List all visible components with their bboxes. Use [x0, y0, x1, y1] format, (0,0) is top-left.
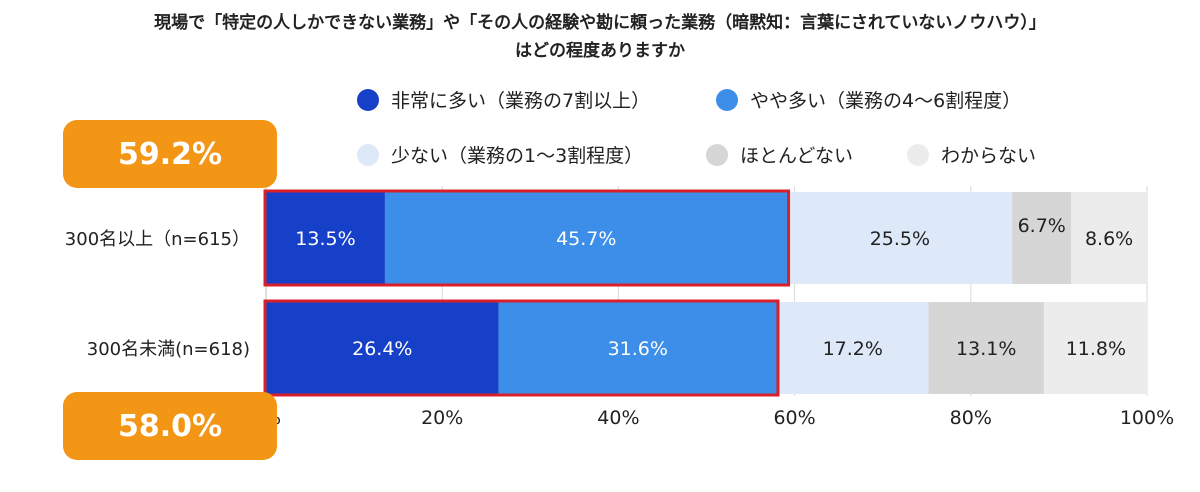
- x-tick-label: 100%: [1120, 407, 1174, 429]
- callout-large-companies-total: 59.2%: [63, 120, 277, 188]
- legend-swatch-icon: [716, 88, 738, 111]
- data-label: 45.7%: [556, 228, 616, 250]
- bar-segment: [776, 302, 929, 394]
- x-tick-label: 80%: [950, 407, 992, 429]
- legend-label: やや多い（業務の4〜6割程度）: [750, 90, 1022, 112]
- x-tick-label: 40%: [597, 407, 639, 429]
- category-label: 300名未満(n=618): [87, 339, 250, 360]
- legend-swatch-icon: [706, 143, 728, 166]
- bar-segment: [1043, 302, 1148, 394]
- bar-segment: [266, 192, 385, 284]
- legend-item-unknown: わからない: [907, 141, 1036, 168]
- legend-swatch-icon: [357, 88, 379, 111]
- data-label: 13.5%: [295, 228, 355, 250]
- bar-segment: [1012, 192, 1072, 284]
- legend-item-somewhat-many: やや多い（業務の4〜6割程度）: [716, 86, 1021, 113]
- data-label: 31.6%: [608, 338, 668, 360]
- data-label: 13.1%: [956, 338, 1016, 360]
- bar-segment: [498, 302, 777, 394]
- legend-label: ほとんどない: [740, 145, 854, 167]
- bar-segment: [384, 192, 788, 284]
- data-label: 11.8%: [1066, 338, 1126, 360]
- data-label: 8.6%: [1085, 228, 1133, 250]
- data-label: 6.7%: [1018, 215, 1066, 237]
- data-label: 26.4%: [352, 338, 412, 360]
- legend-swatch-icon: [357, 143, 379, 166]
- legend-label: 少ない（業務の1〜3割程度）: [391, 145, 644, 167]
- highlight-box: [263, 299, 780, 397]
- chart-subtitle: はどの程度ありますか: [515, 41, 685, 61]
- legend-item-almost-none: ほとんどない: [706, 141, 853, 168]
- callout-small-companies-total: 58.0%: [63, 392, 277, 460]
- bar-segment: [787, 192, 1013, 284]
- data-label: 17.2%: [823, 338, 883, 360]
- legend-item-very-many: 非常に多い（業務の7割以上）: [357, 86, 650, 113]
- chart-title: 現場で「特定の人しかできない業務」や「その人の経験や勘に頼った業務（暗黙知：言葉…: [154, 13, 1046, 33]
- category-label: 300名以上（n=615）: [65, 229, 250, 250]
- bar-segment: [266, 302, 499, 394]
- highlight-box: [263, 189, 791, 287]
- data-label: 25.5%: [870, 228, 930, 250]
- legend-label: わからない: [941, 145, 1037, 167]
- x-tick-label: 20%: [421, 407, 463, 429]
- legend-item-few: 少ない（業務の1〜3割程度）: [357, 141, 643, 168]
- bar-segment: [1071, 192, 1147, 284]
- legend-label: 非常に多い（業務の7割以上）: [391, 90, 651, 112]
- bar-segment: [928, 302, 1044, 394]
- x-tick-label: 60%: [773, 407, 815, 429]
- legend-swatch-icon: [907, 143, 929, 166]
